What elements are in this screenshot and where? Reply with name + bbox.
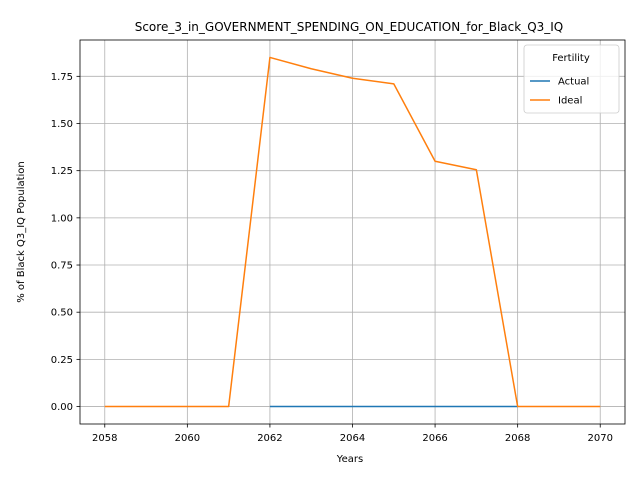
x-tick-label: 2066 [422,433,447,444]
legend-label-actual: Actual [558,77,589,88]
x-tick-label: 2064 [340,433,365,444]
y-tick-label: 0.75 [51,261,73,272]
x-tick-label: 2070 [588,433,613,444]
y-tick-label: 1.00 [51,213,73,224]
y-tick-label: 1.25 [51,166,73,177]
legend: Fertility Actual Ideal [523,44,620,114]
legend-label-ideal: Ideal [558,96,582,107]
x-tick-label: 2068 [505,433,530,444]
x-tick-label: 2058 [92,433,117,444]
y-tick-label: 0.25 [51,355,73,366]
y-tick-label: 1.50 [51,119,73,130]
series-line-ideal [104,56,601,408]
x-axis-ticks: 2058 2060 2062 2064 2066 2068 2070 [92,424,613,444]
y-axis-label: % of Black Q3_IQ Population [16,161,27,303]
y-tick-label: 1.75 [51,72,73,83]
chart-title: Score_3_in_GOVERNMENT_SPENDING_ON_EDUCAT… [135,20,564,34]
legend-entries: Actual Ideal [530,77,589,107]
y-tick-label: 0.50 [51,308,73,319]
x-tick-label: 2060 [175,433,200,444]
legend-box [523,44,620,114]
x-tick-label: 2062 [257,433,282,444]
y-tick-label: 0.00 [51,402,73,413]
legend-title: Fertility [552,53,590,64]
y-axis-ticks: 0.00 0.25 0.50 0.75 1.00 1.25 1.50 1.75 [51,72,80,413]
x-axis-label: Years [336,454,363,465]
series-lines [104,56,601,408]
